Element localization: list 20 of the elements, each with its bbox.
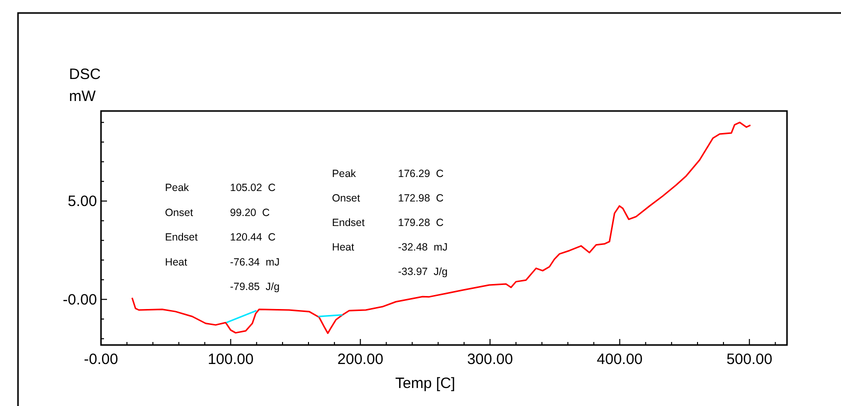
x-axis-title: Temp [C]	[395, 375, 456, 392]
x-tick-label: 300.00	[467, 351, 513, 368]
text: Heat -76.34 mJ	[165, 256, 280, 268]
annotation: -33.97 J/g	[398, 266, 448, 278]
x-tick-label: -0.00	[84, 351, 118, 368]
x-tick-label: 200.00	[337, 351, 384, 368]
x-tick-label: 500.00	[726, 351, 772, 368]
line-series	[131, 122, 752, 334]
y-tick-label: 5.00	[68, 193, 97, 210]
x-tick-label: 400.00	[596, 351, 643, 368]
text: Peak 105.02 C	[165, 182, 276, 194]
text: Onset 172.98 C	[332, 192, 444, 204]
text: Onset 99.20 C	[165, 206, 270, 219]
text: Endset 179.28 C	[332, 217, 444, 229]
text: Endset 120.44 C	[165, 232, 276, 244]
y-axis-title: DSC mW	[69, 66, 101, 105]
annotation: -79.85 J/g	[230, 281, 280, 294]
text: Peak 176.29 C	[332, 168, 444, 180]
text: Heat -32.48 mJ	[332, 242, 448, 254]
x-tick-label: 100.00	[208, 351, 254, 368]
